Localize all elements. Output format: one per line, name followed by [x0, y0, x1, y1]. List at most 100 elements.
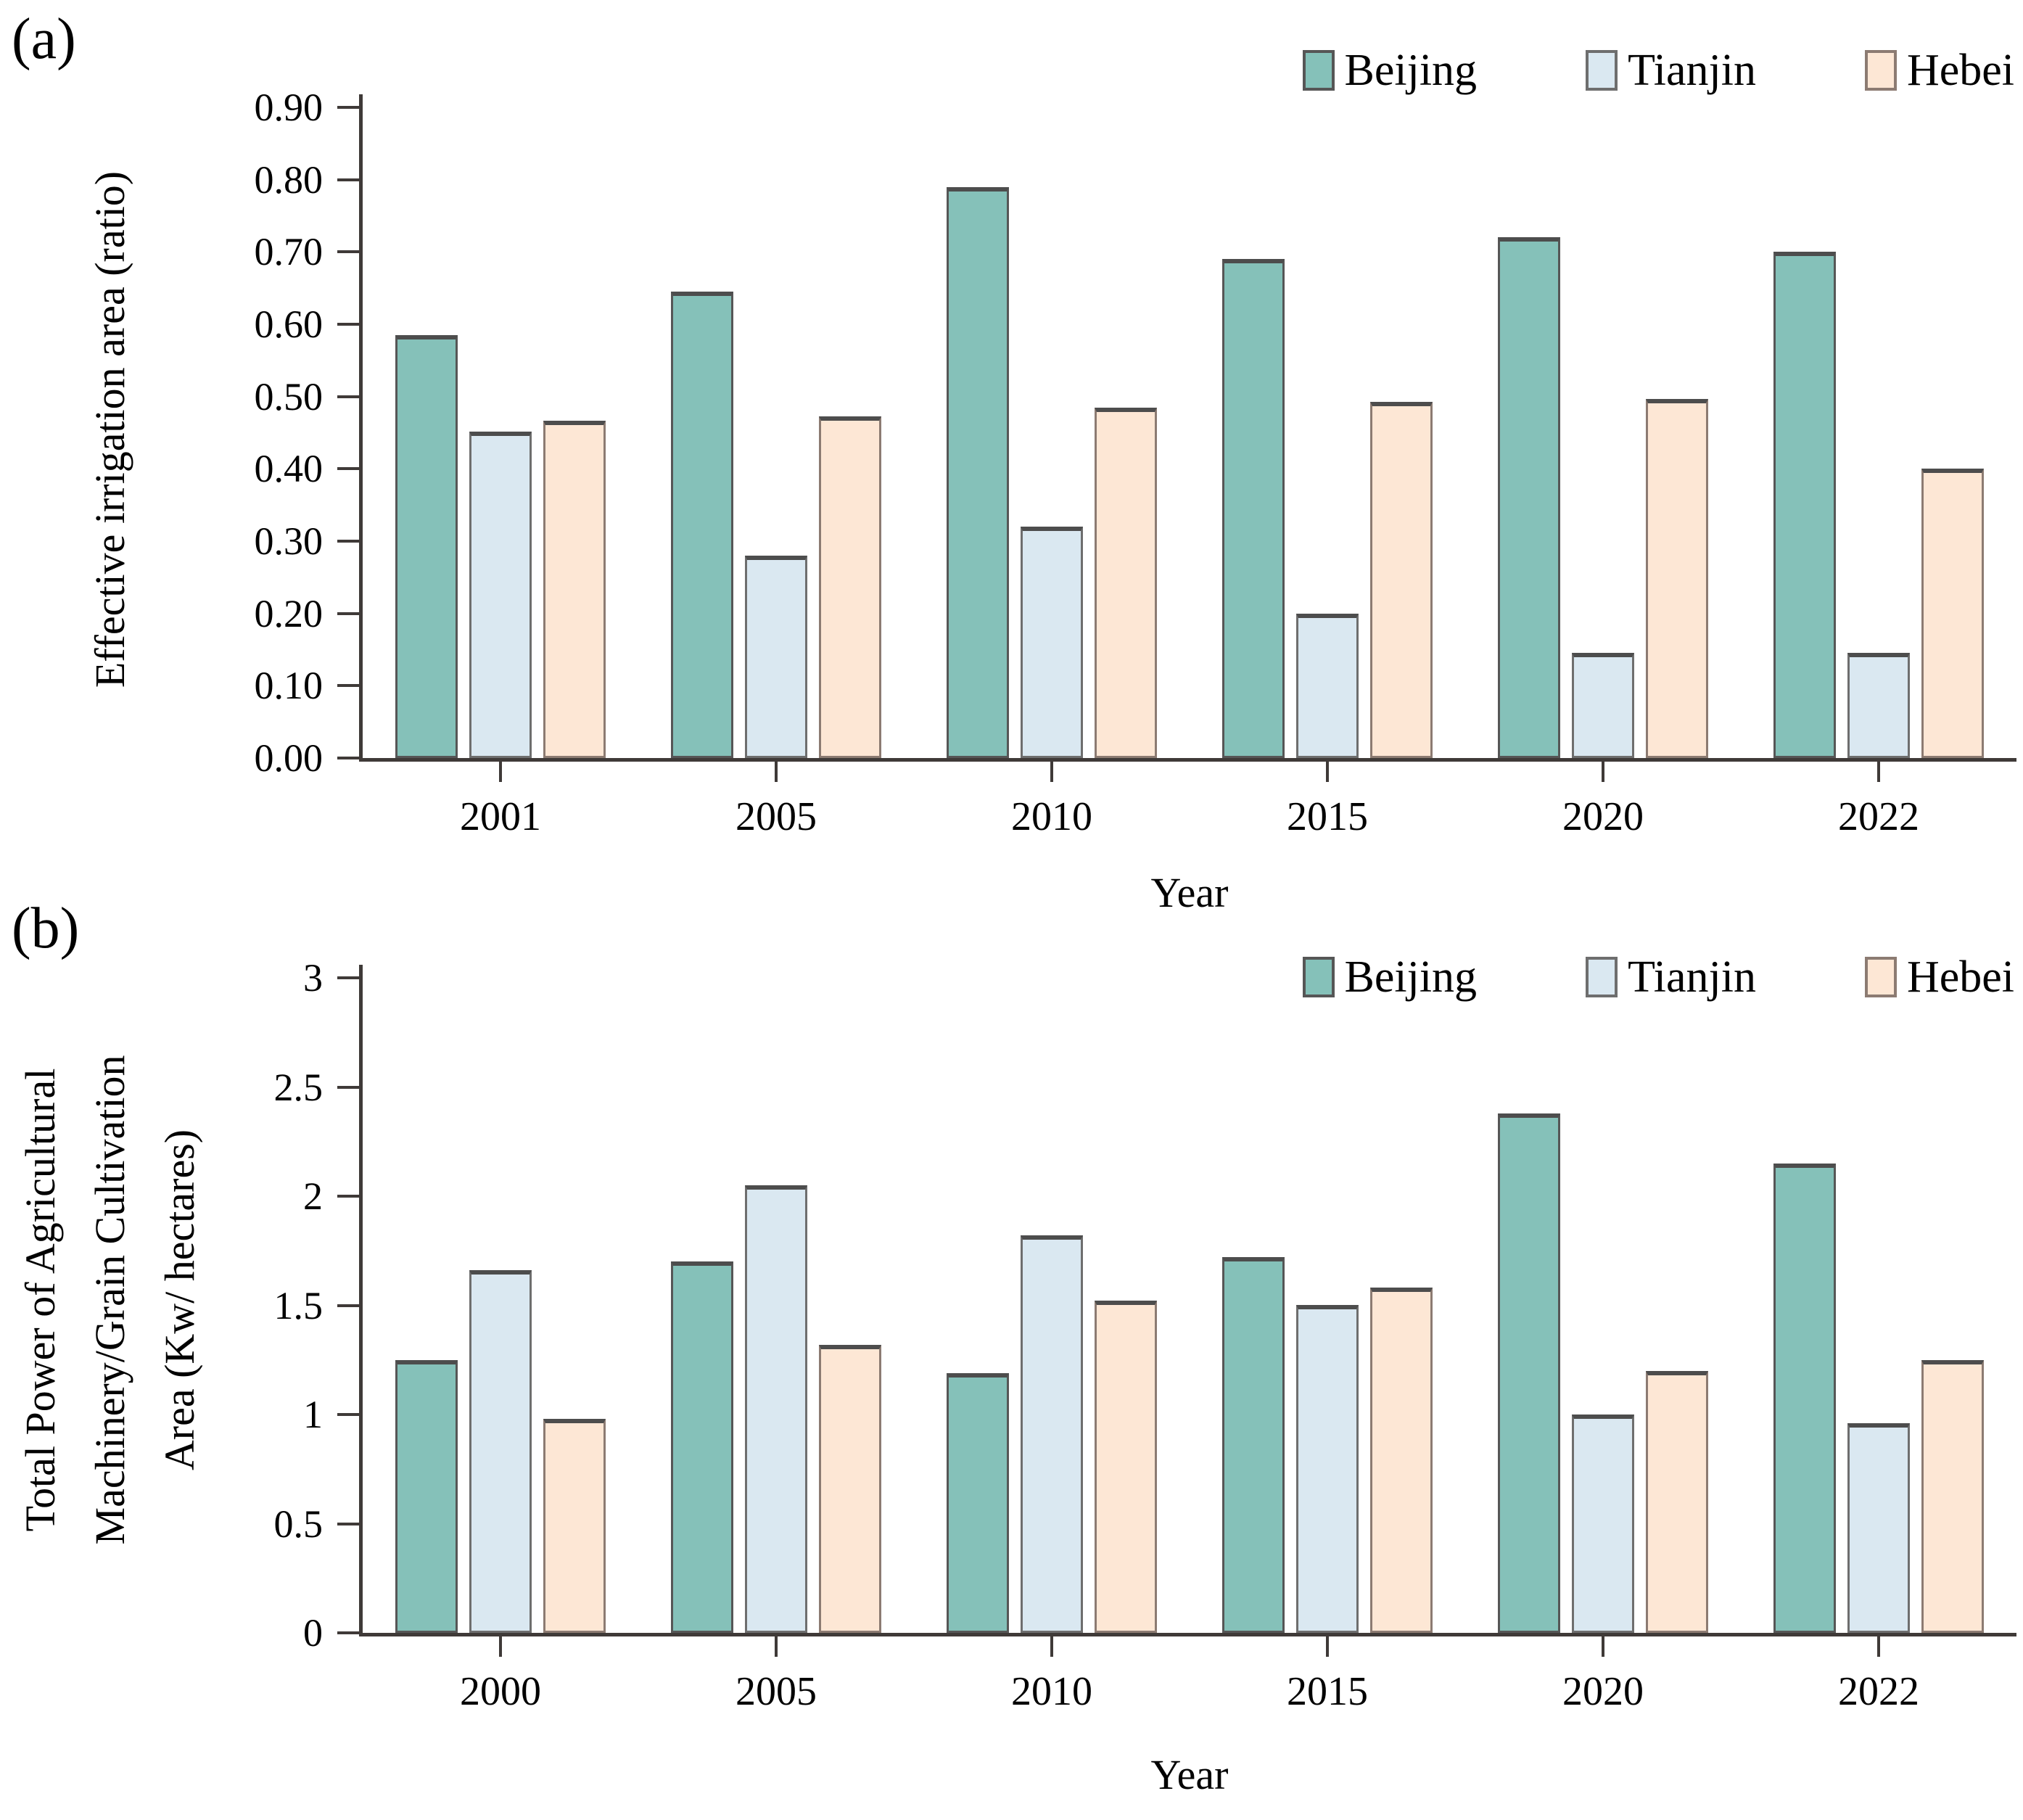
chart-a-x-tick — [499, 762, 502, 782]
chart-b-legend-label: Tianjin — [1628, 952, 1756, 1002]
chart-b-x-tick — [1326, 1636, 1329, 1657]
chart-a-y-tick-label: 0.00 — [254, 736, 324, 780]
chart-b-x-tick-label: 2010 — [1011, 1669, 1092, 1714]
chart-a-y-tick-label: 0.70 — [254, 230, 324, 274]
chart-b-bar-beijing-2022 — [1773, 1164, 1836, 1633]
chart-a-legend-item-tianjin: Tianjin — [1586, 48, 1756, 93]
chart-a-bar-hebei-2022 — [1921, 469, 1984, 758]
chart-b-bar-hebei-2022 — [1921, 1360, 1984, 1633]
chart-b-bar-beijing-2020 — [1498, 1113, 1560, 1633]
chart-b-bar-tianjin-2020 — [1572, 1415, 1634, 1633]
chart-a-legend-label: Beijing — [1344, 46, 1478, 95]
chart-a-y-tick — [337, 757, 359, 759]
chart-a-x-tick-label: 2015 — [1287, 794, 1368, 839]
chart-a-y-tick-label: 0.20 — [254, 591, 324, 635]
chart-b-x-tick-label: 2020 — [1562, 1669, 1644, 1714]
chart-b-legend-item-hebei: Hebei — [1864, 952, 2014, 1002]
chart-a-x-axis-line — [359, 758, 2016, 762]
chart-a-y-tick-label: 0.90 — [254, 86, 324, 129]
chart-a-y-axis-title: Effective irrigation area (ratio) — [75, 171, 145, 688]
chart-b-y-tick-label: 0 — [303, 1611, 323, 1655]
chart-a-y-tick — [337, 684, 359, 688]
chart-b-legend-item-beijing: Beijing — [1302, 955, 1477, 1000]
chart-b-legend-label: Hebei — [1906, 952, 2014, 1002]
chart-a-x-tick-label: 2010 — [1011, 794, 1092, 839]
chart-a-x-axis-title: Year — [1150, 869, 1229, 916]
chart-a-bar-hebei-2015 — [1370, 402, 1433, 758]
chart-b-bar-hebei-2005 — [819, 1345, 881, 1633]
chart-b-panel-label: (b) — [12, 897, 80, 960]
chart-a-x-tick — [1877, 762, 1880, 782]
chart-a-bar-beijing-2005 — [671, 292, 733, 758]
chart-b-x-axis-line — [359, 1633, 2016, 1636]
chart-b-y-tick — [337, 1413, 359, 1416]
chart-a-y-tick — [337, 612, 359, 615]
chart-b-bar-beijing-2000 — [395, 1360, 458, 1633]
chart-b-bar-tianjin-2010 — [1021, 1235, 1083, 1633]
chart-b-y-tick — [337, 976, 359, 979]
chart-b-y-tick-label: 0.5 — [273, 1502, 324, 1546]
chart-b-bar-hebei-2010 — [1095, 1301, 1157, 1633]
chart-a-legend-label: Hebei — [1906, 46, 2014, 95]
chart-a-y-tick — [337, 178, 359, 181]
chart-b-bar-hebei-2015 — [1370, 1288, 1433, 1633]
chart-b-x-tick — [499, 1636, 502, 1657]
chart-b-bar-beijing-2015 — [1222, 1257, 1285, 1633]
chart-a-bar-tianjin-2005 — [745, 556, 807, 758]
chart-b-x-tick — [1050, 1636, 1053, 1657]
chart-a-bar-hebei-2010 — [1095, 408, 1157, 758]
chart-a-y-tick-label: 0.30 — [254, 519, 324, 563]
chart-a-y-tick — [337, 106, 359, 109]
chart-b-y-axis-line — [359, 965, 363, 1636]
chart-a-bar-tianjin-2022 — [1847, 653, 1910, 758]
chart-a-x-tick-label: 2005 — [736, 794, 817, 839]
chart-b-bar-tianjin-2000 — [469, 1270, 532, 1633]
chart-b-x-tick — [1602, 1636, 1604, 1657]
chart-a-y-tick — [337, 540, 359, 543]
chart-a-x-tick — [775, 762, 778, 782]
chart-a-bar-hebei-2001 — [543, 421, 606, 758]
chart-a-bar-tianjin-2015 — [1296, 614, 1359, 758]
chart-b-bar-tianjin-2022 — [1847, 1423, 1910, 1633]
chart-a-y-tick — [337, 323, 359, 326]
chart-a-x-tick-label: 2022 — [1838, 794, 1919, 839]
chart-b-y-tick — [337, 1522, 359, 1525]
chart-b-legend: Beijing Tianjin Hebei — [1302, 952, 2014, 1002]
chart-a-y-tick — [337, 467, 359, 471]
chart-a-legend-item-beijing: Beijing — [1302, 46, 1478, 95]
chart-a-y-tick-label: 0.10 — [254, 664, 324, 708]
chart-b-x-tick-label: 2000 — [460, 1669, 541, 1714]
chart-a-x-tick-label: 2020 — [1562, 794, 1644, 839]
chart-a-x-tick — [1326, 762, 1329, 782]
chart-a-bar-beijing-2015 — [1222, 259, 1285, 758]
chart-a-y-axis-title-line: Effective irrigation area (ratio) — [86, 170, 133, 688]
chart-b-y-tick — [337, 1631, 359, 1634]
chart-a-legend-item-hebei: Hebei — [1864, 46, 2014, 95]
tianjin-swatch-icon — [1586, 50, 1618, 91]
chart-a-bar-beijing-2020 — [1498, 237, 1560, 758]
chart-a-bar-hebei-2020 — [1646, 399, 1708, 758]
chart-a-bar-beijing-2001 — [395, 335, 458, 758]
chart-b-legend-item-tianjin: Tianjin — [1586, 955, 1756, 1000]
beijing-swatch-icon — [1302, 50, 1335, 91]
tianjin-swatch-icon — [1586, 957, 1618, 997]
chart-b-y-axis-title-line: Area (Kw/ hectares) — [156, 1129, 203, 1471]
chart-b-y-axis-title-line: Total Power of Agricultural — [17, 1068, 64, 1532]
chart-b-x-tick-label: 2015 — [1287, 1669, 1368, 1714]
chart-b-y-tick — [337, 1085, 359, 1089]
chart-a-panel-label: (a) — [12, 7, 76, 71]
chart-a-bar-tianjin-2010 — [1021, 527, 1083, 758]
chart-a-bar-tianjin-2001 — [469, 432, 532, 758]
chart-b-y-tick-label: 1 — [303, 1393, 323, 1436]
chart-a-bar-tianjin-2020 — [1572, 653, 1634, 758]
chart-a-y-tick — [337, 250, 359, 254]
chart-a-y-tick-label: 0.50 — [254, 374, 324, 419]
chart-b-y-tick-label: 3 — [303, 956, 323, 1000]
chart-b-y-tick-label: 2 — [303, 1174, 323, 1218]
chart-a-x-tick-label: 2001 — [460, 794, 541, 839]
chart-b-bar-beijing-2010 — [947, 1373, 1009, 1633]
chart-b-y-axis-title-line: Machinery/Grain Cultivation — [86, 1055, 133, 1545]
chart-a-bar-beijing-2010 — [947, 187, 1009, 758]
chart-b-bar-beijing-2005 — [671, 1261, 733, 1633]
